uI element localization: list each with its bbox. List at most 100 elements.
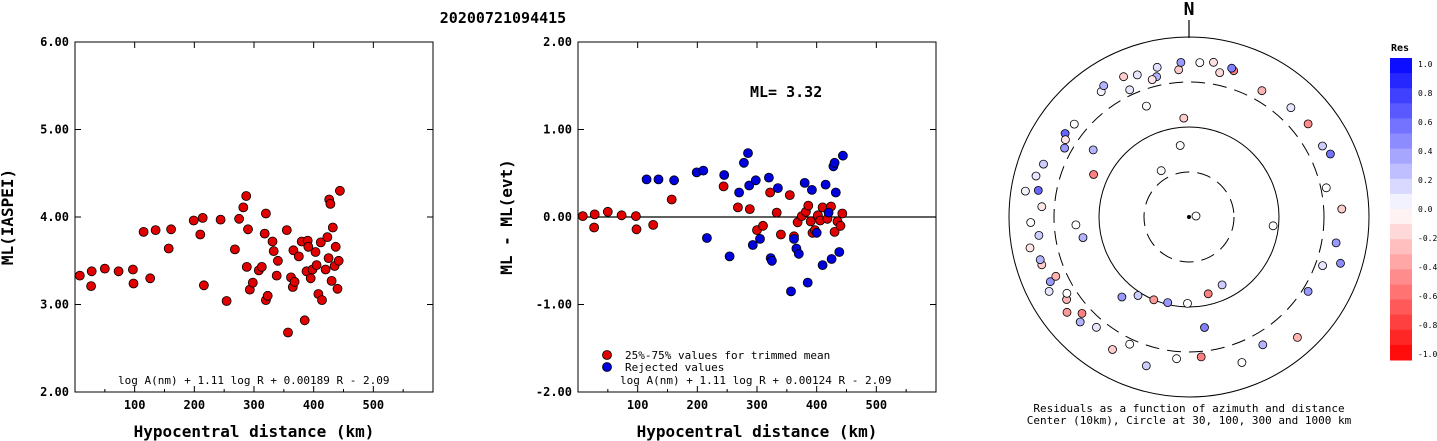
station-point — [1099, 81, 1109, 91]
data-point — [327, 222, 338, 233]
data-point — [744, 180, 755, 191]
colorbar-tick-label: 0.6 — [1418, 118, 1433, 127]
data-point — [267, 236, 278, 247]
y-tick-label: 2.00 — [543, 35, 572, 49]
colorbar-cell — [1390, 344, 1412, 361]
station-point — [1303, 119, 1313, 129]
data-point — [743, 148, 753, 159]
data-point — [817, 260, 828, 271]
data-point — [755, 233, 765, 244]
data-point — [243, 224, 253, 235]
data-point — [315, 237, 326, 248]
panel-azimuth-residuals: N Residuals as a function of azimuth and… — [1008, 0, 1370, 427]
plot-frame — [74, 41, 434, 393]
station-point — [1217, 280, 1227, 290]
station-point — [1117, 292, 1127, 302]
station-point — [1062, 288, 1072, 298]
center-marker — [1187, 215, 1191, 219]
station-point — [1175, 141, 1185, 150]
data-point — [150, 225, 161, 236]
station-point — [1176, 58, 1186, 67]
data-point — [197, 212, 208, 223]
colorbar-cell — [1390, 329, 1412, 346]
colorbar-tick-label: 0.0 — [1418, 205, 1433, 214]
data-point — [734, 187, 744, 198]
data-point — [784, 190, 795, 201]
data-point — [789, 233, 799, 244]
data-point — [793, 248, 804, 259]
page-title: 20200721094415 — [440, 9, 566, 27]
data-point — [334, 185, 345, 196]
station-point — [1133, 291, 1143, 300]
station-point — [1125, 85, 1135, 95]
data-point — [758, 220, 768, 231]
station-point — [1318, 141, 1327, 151]
data-point — [765, 187, 775, 198]
colorbar-cell — [1390, 73, 1412, 89]
station-point — [1286, 103, 1296, 113]
data-point — [835, 220, 846, 231]
data-point — [773, 183, 783, 194]
y-axis-label: ML(IASPEI) — [0, 169, 17, 265]
colorbar-tick-label: -1.0 — [1418, 350, 1437, 359]
station-point — [1293, 332, 1302, 342]
data-point — [653, 174, 664, 185]
station-point — [1051, 271, 1061, 281]
station-point — [1268, 221, 1278, 231]
formula-text: log A(nm) + 1.11 log R + 0.00189 R - 2.0… — [118, 374, 390, 387]
ring-1000km — [1008, 36, 1370, 398]
data-point — [289, 276, 300, 287]
data-point — [771, 207, 782, 218]
station-point — [1061, 135, 1070, 145]
data-point — [641, 174, 652, 185]
station-point — [1152, 62, 1162, 72]
y-tick-label: 6.00 — [40, 35, 69, 49]
data-point — [333, 255, 344, 266]
data-point — [86, 281, 96, 292]
x-tick-label: 100 — [627, 398, 649, 412]
x-tick-label: 300 — [746, 398, 768, 412]
ml-annotation: ML= 3.32 — [750, 83, 822, 101]
station-point — [1147, 75, 1157, 84]
colorbar-cell — [1390, 299, 1412, 316]
colorbar-cell — [1390, 193, 1412, 210]
data-point — [830, 187, 841, 198]
data-point — [322, 232, 333, 243]
colorbar-tick-label: 0.8 — [1418, 89, 1433, 98]
colorbar-cell — [1390, 209, 1412, 225]
station-point — [1031, 171, 1041, 181]
colorbar-tick-label: 0.4 — [1418, 147, 1433, 156]
data-point — [221, 296, 232, 306]
legend-label-trimmed: 25%-75% values for trimmed mean — [625, 349, 830, 362]
station-point — [1108, 345, 1117, 354]
station-point — [1303, 286, 1313, 296]
caption-line-1: Residuals as a function of azimuth and d… — [1033, 402, 1344, 415]
data-point — [113, 266, 124, 277]
station-point — [1037, 202, 1047, 212]
data-point — [764, 172, 774, 183]
data-point — [271, 270, 282, 281]
data-point — [241, 191, 252, 201]
data-point — [747, 240, 758, 250]
data-points — [577, 148, 848, 297]
y-tick-label: -1.00 — [536, 298, 572, 312]
station-point — [1078, 233, 1088, 243]
data-point — [305, 273, 316, 284]
data-point — [744, 204, 755, 215]
data-point — [288, 245, 299, 256]
x-tick-label: 200 — [183, 398, 205, 412]
colorbar-tick-label: -0.4 — [1418, 263, 1437, 272]
colorbar-tick-label: -0.2 — [1418, 234, 1437, 243]
data-point — [820, 179, 831, 190]
station-point — [1172, 354, 1181, 364]
station-point — [1191, 211, 1201, 221]
station-point — [1088, 145, 1098, 155]
y-tick-label: 2.00 — [40, 385, 69, 399]
data-point — [577, 211, 588, 222]
caption-line-2: Center (10km), Circle at 30, 100, 300 an… — [1027, 414, 1352, 427]
data-point — [767, 255, 777, 266]
station-point — [1092, 322, 1101, 332]
data-point — [229, 244, 240, 255]
data-point — [829, 157, 840, 168]
data-point — [310, 247, 321, 257]
